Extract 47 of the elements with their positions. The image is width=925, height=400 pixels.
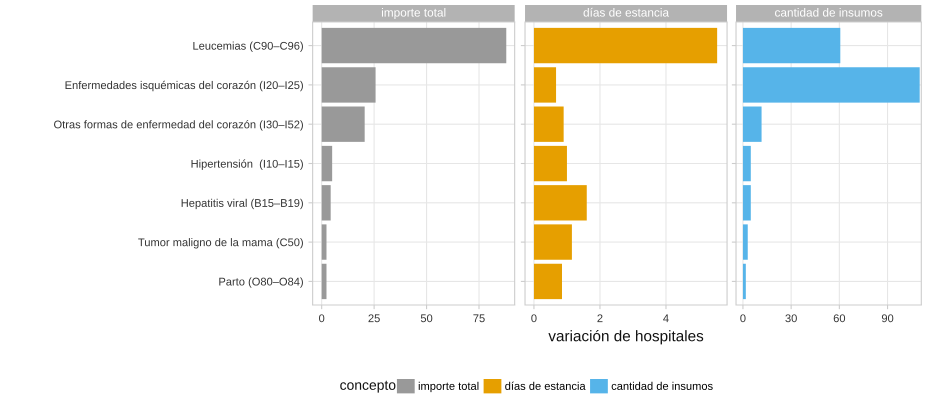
y-tick-label: Parto (O80–O84) [219, 277, 303, 288]
bar [742, 28, 840, 64]
x-tick-label: 4 [663, 314, 669, 322]
bar [534, 106, 564, 142]
legend-title: concepto [340, 380, 396, 393]
bar [322, 185, 331, 220]
x-axis-title: variación de hospitales [548, 330, 704, 344]
bar [742, 146, 751, 182]
x-tick-label: 60 [834, 314, 846, 322]
bar [322, 106, 365, 142]
y-tick-label: Hepatitis viral (B15–B19) [182, 198, 303, 210]
x-tick-label: 0 [740, 314, 746, 322]
bar [534, 224, 572, 260]
chart-title: cantidad de insumos [775, 8, 882, 17]
bar [534, 264, 562, 300]
x-tick-label: 0 [319, 314, 324, 322]
y-tick-label: Otras formas de enfermedad del corazón (I30–I52) [54, 120, 303, 131]
y-tick-label: Hipertensión (I10–I15) [192, 159, 303, 170]
bar [534, 146, 567, 182]
x-tick-label: 30 [785, 314, 797, 322]
x-tick-label: 50 [420, 314, 432, 322]
bar [322, 28, 506, 64]
x-tick-label: 75 [473, 314, 485, 322]
legend-label: cantidad de insumos [612, 382, 713, 390]
bar [534, 67, 556, 103]
legend-label: importe total [418, 382, 478, 392]
bar [322, 224, 326, 260]
x-tick-label: 2 [597, 314, 602, 322]
y-tick-label: Enfermedades isquémicas del corazón (I20–I25) [66, 80, 303, 92]
y-tick-label: Tumor maligno de la mama (C50) [138, 238, 303, 248]
bar [742, 106, 762, 142]
bar [742, 264, 746, 300]
bar [322, 67, 376, 103]
y-tick-label: Leucemias (C90–C96) [193, 42, 303, 52]
bar [742, 224, 748, 260]
bar [534, 28, 718, 64]
legend-label: días de estancia [505, 382, 586, 390]
x-tick-label: 90 [882, 314, 894, 322]
bar [742, 185, 751, 220]
bar [322, 264, 326, 300]
x-tick-label: 0 [531, 314, 537, 322]
chart-title: días de estancia [584, 8, 670, 17]
bar [322, 146, 332, 182]
bar [534, 185, 587, 220]
x-tick-label: 25 [368, 314, 380, 322]
chart-title: importe total [382, 8, 446, 20]
bar [742, 67, 920, 103]
